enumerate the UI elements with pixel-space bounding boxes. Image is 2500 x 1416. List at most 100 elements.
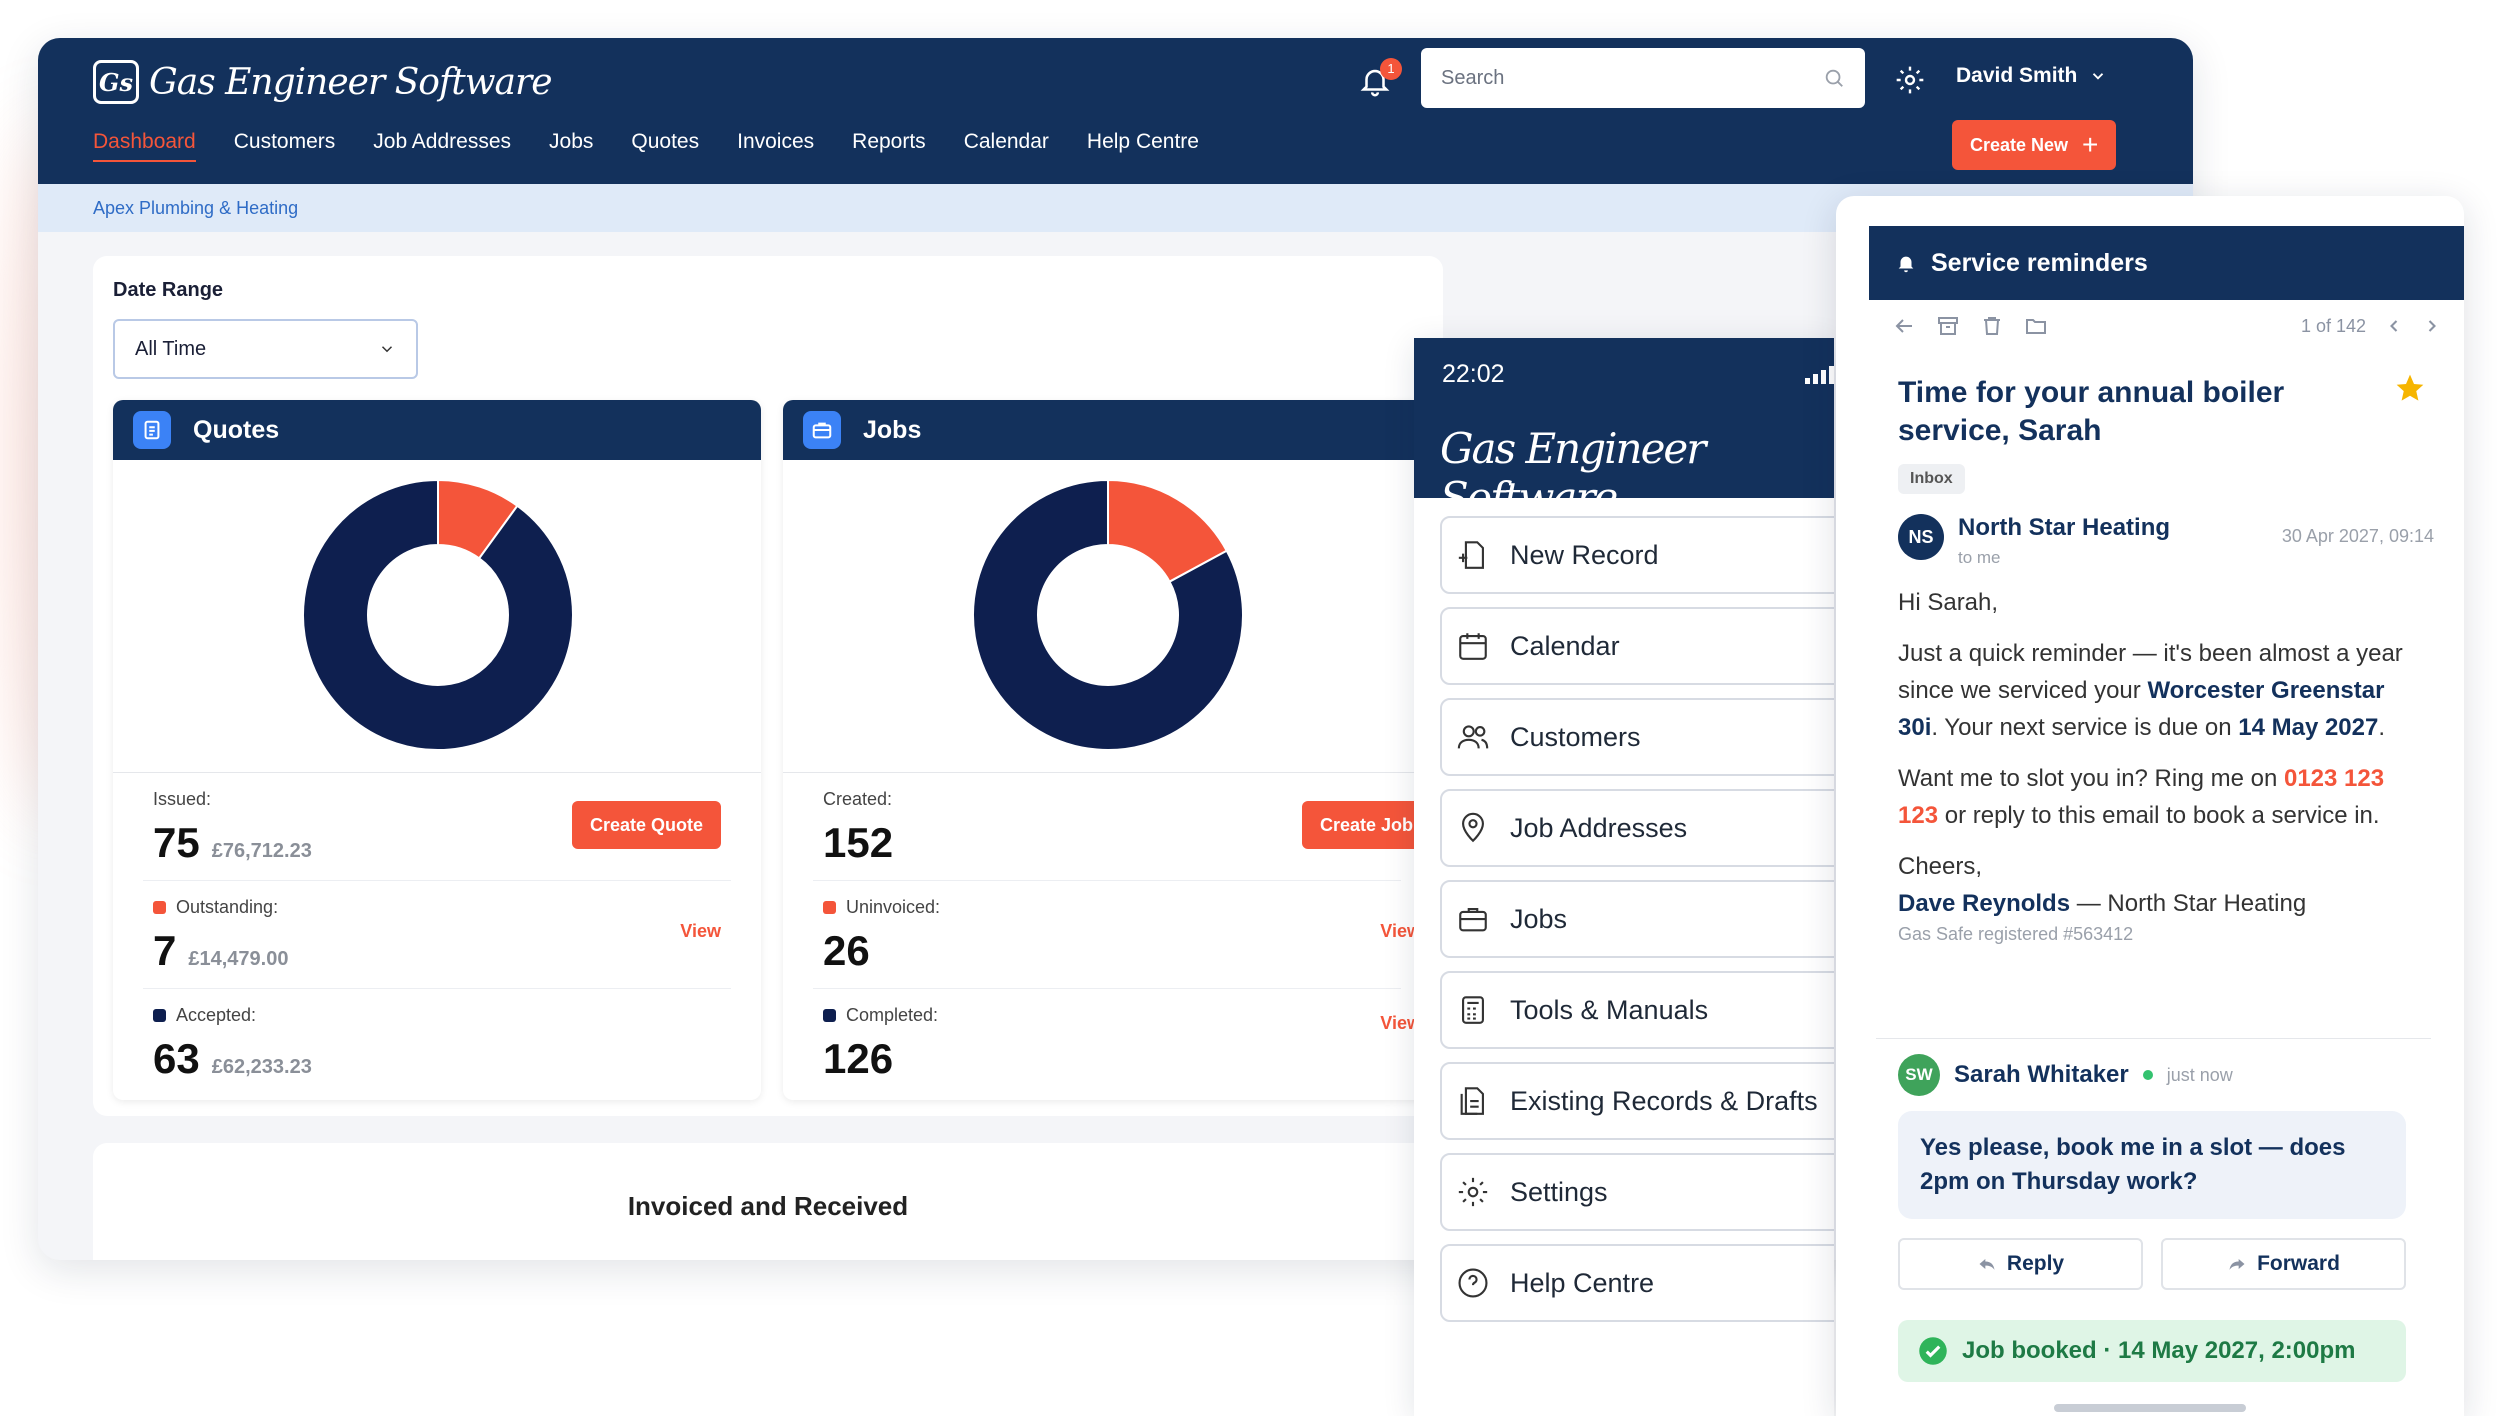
- email-pager: 1 of 142: [2301, 316, 2442, 337]
- reply-icon: [1979, 1259, 1995, 1270]
- quotes-outstanding-row: Outstanding: 7 £14,479.00 View: [143, 881, 731, 989]
- online-indicator: [2142, 1070, 2153, 1080]
- mobile-menu-label: Calendar: [1510, 630, 1620, 661]
- settings-button[interactable]: [1894, 64, 1926, 101]
- mobile-logo-text: Gas Engineer Software: [1440, 424, 1706, 522]
- email-signoff: Cheers,: [1898, 853, 1983, 880]
- email-toolbar: 1 of 142: [1892, 314, 2442, 338]
- nav-quotes[interactable]: Quotes: [631, 130, 700, 153]
- jobs-title: Jobs: [863, 415, 922, 444]
- create-new-button[interactable]: Create New +: [1952, 120, 2117, 170]
- reply-button[interactable]: Reply: [1898, 1238, 2143, 1290]
- customers-icon: [1457, 725, 1489, 749]
- nav-calendar[interactable]: Calendar: [963, 130, 1049, 153]
- app-logo[interactable]: Gs Gas Engineer Software: [93, 60, 553, 104]
- mobile-menu-jobs[interactable]: Jobs: [1440, 880, 1834, 958]
- chevron-left-icon[interactable]: [2384, 316, 2404, 336]
- search-input[interactable]: [1441, 66, 1823, 90]
- email-body: Hi Sarah, Just a quick reminder — it's b…: [1898, 584, 2418, 946]
- accepted-count: 63: [153, 1035, 200, 1082]
- signature-name: Dave Reynolds: [1898, 890, 2071, 917]
- star-icon[interactable]: [2394, 372, 2426, 404]
- create-job-button[interactable]: Create Job: [1301, 801, 1431, 849]
- view-completed-link[interactable]: View: [1380, 1013, 1421, 1033]
- boiler-model: Worcester Greenstar 30i: [1898, 677, 2385, 741]
- gear-icon: [1458, 1177, 1488, 1207]
- search-box: [1421, 48, 1865, 108]
- nav-help-centre[interactable]: Help Centre: [1086, 130, 1199, 153]
- uninvoiced-dot: [823, 901, 836, 914]
- records-icon: [1460, 1087, 1484, 1115]
- donut-slice-accepted: [303, 480, 573, 750]
- nav-jobs[interactable]: Jobs: [549, 130, 594, 153]
- inbox-tag: Inbox: [1898, 464, 1965, 494]
- reply-avatar: SW: [1898, 1054, 1940, 1096]
- reply-time: just now: [2166, 1064, 2233, 1085]
- date-range-label: Date Range: [113, 279, 224, 301]
- job-booked-banner: Job booked · 14 May 2027, 2:00pm: [1898, 1320, 2406, 1382]
- view-outstanding-link[interactable]: View: [680, 921, 721, 941]
- mobile-menu-label: Jobs: [1510, 903, 1568, 934]
- phone-number-link[interactable]: 0123 123 123: [1898, 765, 2385, 829]
- bell-icon: [1360, 69, 1390, 97]
- reply-name: Sarah Whitaker: [1954, 1061, 2129, 1088]
- forward-button[interactable]: Forward: [2161, 1238, 2406, 1290]
- notifications-button[interactable]: 1: [1358, 58, 1402, 104]
- mobile-menu-calendar[interactable]: Calendar: [1440, 607, 1834, 685]
- mobile-menu-customers[interactable]: Customers: [1440, 698, 1834, 776]
- reply-bubble: Yes please, book me in a slot — does 2pm…: [1898, 1111, 2406, 1219]
- create-quote-button[interactable]: Create Quote: [571, 801, 721, 849]
- folder-icon[interactable]: [2024, 314, 2048, 338]
- trash-icon[interactable]: [1980, 314, 2004, 338]
- search-icon[interactable]: [1823, 67, 1845, 89]
- issued-amount: £76,712.23: [211, 840, 312, 862]
- completed-dot: [823, 1009, 836, 1022]
- mobile-menu-label: Tools & Manuals: [1510, 994, 1709, 1025]
- outstanding-label: Outstanding:: [176, 897, 279, 917]
- scroll-handle[interactable]: [2054, 1404, 2246, 1412]
- email-paragraph-2: Want me to slot you in? Ring me on 0123 …: [1898, 765, 2385, 829]
- user-menu[interactable]: David Smith: [1956, 64, 2107, 88]
- quotes-panel: Quotes Issued: 75 £76,712.23 Create Quote…: [113, 400, 761, 1100]
- archive-icon[interactable]: [1936, 314, 1960, 338]
- issued-label: Issued:: [153, 789, 212, 809]
- nav-invoices[interactable]: Invoices: [737, 130, 815, 153]
- quotes-donut: [303, 480, 573, 750]
- mobile-app: 22:02 Gas Engineer Software New Record Ca…: [1414, 338, 1834, 1416]
- sender-name: North Star Heating: [1958, 514, 2171, 541]
- email-card: Service reminders 1 of 142 Time for your…: [1836, 196, 2464, 1416]
- date-range-select[interactable]: All Time: [113, 319, 418, 379]
- donut-slice-completed: [973, 480, 1243, 750]
- nav-customers[interactable]: Customers: [233, 130, 336, 153]
- mobile-menu-help-centre[interactable]: Help Centre: [1440, 1244, 1834, 1322]
- mobile-menu-tools-manuals[interactable]: Tools & Manuals: [1440, 971, 1834, 1049]
- outstanding-dot: [153, 901, 166, 914]
- email-header: Service reminders: [1869, 226, 2464, 300]
- logo-mark: Gs: [93, 60, 139, 104]
- chevron-right-icon[interactable]: [2422, 316, 2442, 336]
- breadcrumb[interactable]: Apex Plumbing & Heating: [38, 184, 2193, 232]
- view-uninvoiced-link[interactable]: View: [1380, 921, 1421, 941]
- date-range-value: All Time: [135, 337, 207, 360]
- quotes-donut-chart: [113, 460, 761, 773]
- nav-dashboard[interactable]: Dashboard: [93, 130, 196, 162]
- plus-icon: +: [2082, 129, 2099, 160]
- top-bar: Gs Gas Engineer Software Dashboard Custo…: [38, 38, 2193, 184]
- briefcase-icon: [803, 411, 841, 449]
- nav-reports[interactable]: Reports: [852, 130, 926, 153]
- mobile-menu-new-record[interactable]: New Record: [1440, 516, 1834, 594]
- quote-doc-icon: [133, 411, 171, 449]
- completed-label: Completed:: [846, 1005, 939, 1025]
- uninvoiced-count: 26: [823, 927, 870, 974]
- mobile-menu-settings[interactable]: Settings: [1440, 1153, 1834, 1231]
- create-new-label: Create New: [1970, 134, 2069, 155]
- mobile-menu-label: New Record: [1510, 539, 1659, 570]
- bell-icon: [1898, 256, 1914, 273]
- mobile-menu-existing-records-drafts[interactable]: Existing Records & Drafts: [1440, 1062, 1834, 1140]
- jobs-panel: Jobs Created: 152 Create Job Uninvoiced:…: [783, 400, 1431, 1100]
- nav-job-addresses[interactable]: Job Addresses: [373, 130, 512, 153]
- dashboard-window: Gs Gas Engineer Software Dashboard Custo…: [38, 38, 2193, 1260]
- mobile-menu-job-addresses[interactable]: Job Addresses: [1440, 789, 1834, 867]
- forward-label: Forward: [2257, 1252, 2340, 1275]
- back-arrow-icon[interactable]: [1892, 314, 1916, 338]
